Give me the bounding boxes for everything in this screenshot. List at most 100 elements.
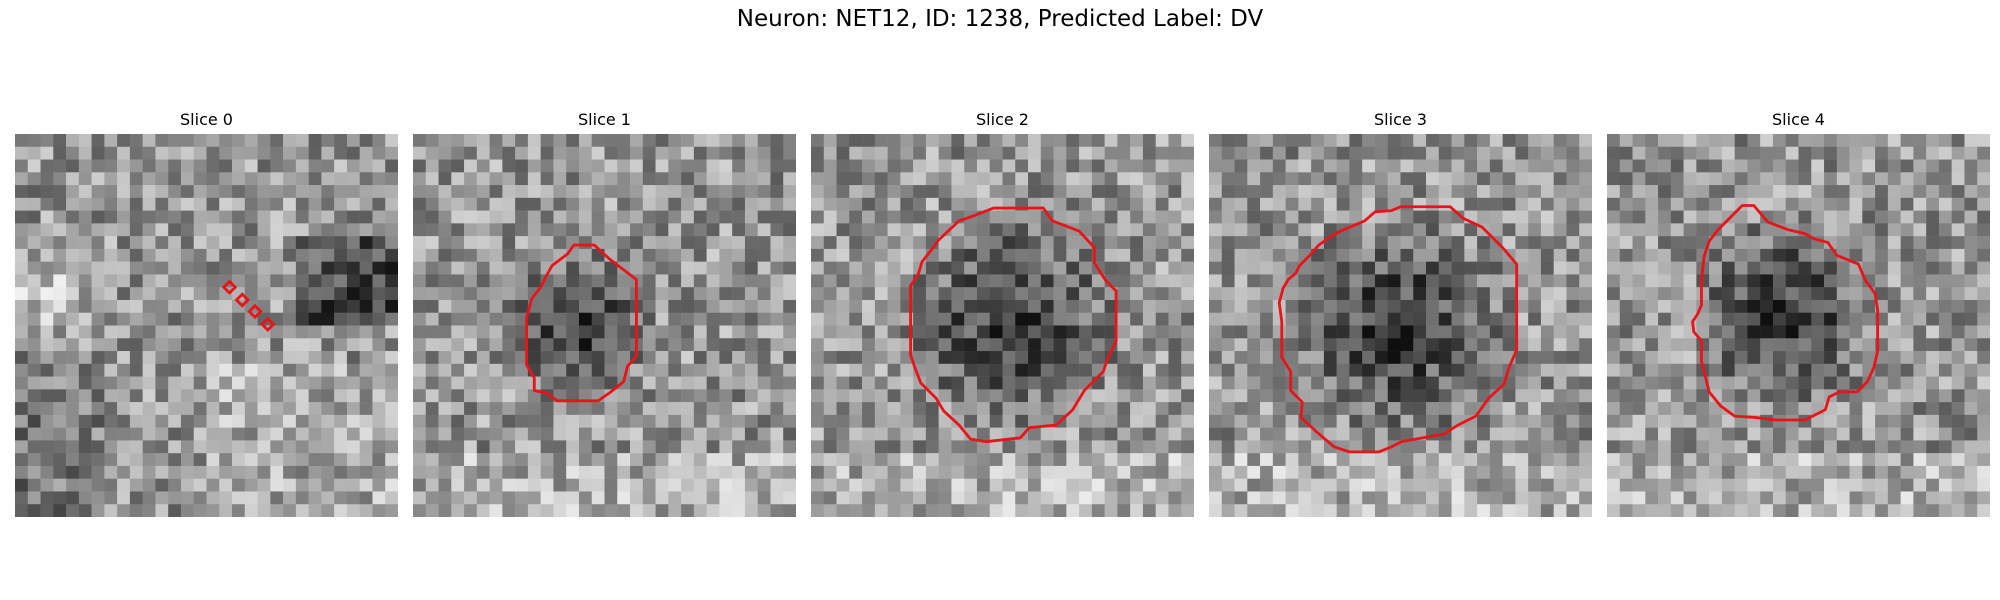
pixel: [232, 325, 246, 339]
pixel: [1221, 248, 1235, 262]
pixel: [913, 146, 927, 160]
pixel: [693, 134, 707, 148]
pixel: [681, 376, 695, 390]
pixel: [1477, 287, 1491, 301]
pixel: [770, 299, 784, 313]
pixel: [540, 185, 554, 199]
pixel: [1887, 325, 1901, 339]
pixel: [1619, 338, 1633, 352]
pixel: [425, 478, 439, 492]
pixel: [732, 402, 746, 416]
pixel: [706, 389, 720, 403]
pixel: [1875, 134, 1889, 148]
pixel: [1747, 491, 1761, 505]
pixel: [976, 453, 990, 467]
pixel: [1772, 134, 1786, 148]
pixel: [668, 427, 682, 441]
pixel: [732, 159, 746, 173]
pixel: [1785, 185, 1799, 199]
pixel: [1362, 389, 1376, 403]
pixel: [1142, 312, 1156, 326]
pixel: [1247, 261, 1261, 275]
pixel: [1040, 299, 1054, 313]
pixel: [591, 172, 605, 186]
pixel: [1734, 185, 1748, 199]
pixel: [693, 146, 707, 160]
pixel: [1836, 146, 1850, 160]
pixel: [180, 197, 194, 211]
pixel: [1670, 338, 1684, 352]
pixel: [489, 312, 503, 326]
pixel: [295, 363, 309, 377]
pixel: [257, 351, 271, 365]
pixel: [1349, 478, 1363, 492]
pixel: [1875, 414, 1889, 428]
pixel: [1413, 440, 1427, 454]
pixel: [604, 363, 618, 377]
pixel: [502, 491, 516, 505]
pixel: [270, 146, 284, 160]
pixel: [617, 236, 631, 250]
pixel: [1696, 287, 1710, 301]
pixel: [129, 223, 143, 237]
pixel: [464, 210, 478, 224]
pixel: [578, 312, 592, 326]
pixel: [270, 351, 284, 365]
pixel: [1323, 414, 1337, 428]
pixel: [1811, 172, 1825, 186]
pixel: [502, 427, 516, 441]
pixel: [1849, 478, 1863, 492]
pixel: [578, 210, 592, 224]
pixel: [257, 440, 271, 454]
pixel: [1464, 134, 1478, 148]
pixel: [849, 376, 863, 390]
pixel: [438, 351, 452, 365]
pixel: [1117, 465, 1131, 479]
pixel: [1221, 146, 1235, 160]
pixel: [1926, 197, 1940, 211]
pixel: [413, 134, 427, 148]
pixel: [1181, 338, 1194, 352]
pixel: [1785, 287, 1799, 301]
pixel: [15, 389, 29, 403]
pixel: [1887, 236, 1901, 250]
pixel: [1130, 134, 1144, 148]
pixel: [1374, 274, 1388, 288]
pixel: [1362, 287, 1376, 301]
pixel: [476, 287, 490, 301]
pixel: [359, 261, 373, 275]
pixel: [1311, 185, 1325, 199]
pixel: [1619, 440, 1633, 454]
pixel: [321, 440, 335, 454]
pixel: [811, 261, 825, 275]
pixel: [1913, 185, 1927, 199]
pixel: [1040, 363, 1054, 377]
pixel: [1553, 414, 1567, 428]
pixel: [1670, 172, 1684, 186]
pixel: [1696, 172, 1710, 186]
pixel: [1977, 172, 1990, 186]
pixel: [244, 261, 258, 275]
pixel: [604, 491, 618, 505]
pixel: [1824, 146, 1838, 160]
pixel: [1887, 261, 1901, 275]
pixel: [91, 223, 105, 237]
pixel: [1977, 389, 1990, 403]
pixel: [1977, 312, 1990, 326]
pixel: [976, 478, 990, 492]
pixel: [925, 299, 939, 313]
pixel: [270, 185, 284, 199]
pixel: [913, 134, 927, 148]
pixel: [1515, 197, 1529, 211]
pixel: [1566, 325, 1580, 339]
pixel: [1607, 261, 1621, 275]
pixel: [515, 274, 529, 288]
pixel: [1323, 223, 1337, 237]
pixel: [1926, 146, 1940, 160]
pixel: [1285, 491, 1299, 505]
pixel: [1900, 376, 1914, 390]
pixel: [681, 299, 695, 313]
pixel: [168, 440, 182, 454]
pixel: [1285, 325, 1299, 339]
pixel: [1040, 389, 1054, 403]
